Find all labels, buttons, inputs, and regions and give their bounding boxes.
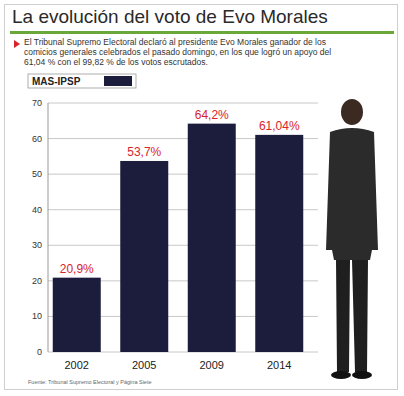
person-head [341,99,363,125]
person-shoe [352,371,372,379]
title-rule [10,31,394,34]
x-tick-label: 2005 [132,359,156,371]
y-tick-label: 70 [32,98,42,108]
y-tick-label: 30 [32,240,42,250]
y-tick-label: 50 [32,169,42,179]
legend-swatch [104,76,132,86]
x-tick-label: 2002 [65,359,89,371]
y-tick-label: 10 [32,311,42,321]
bars [53,124,304,352]
bar [53,278,101,352]
legend-label: MAS-IPSP [32,76,81,87]
x-tick-label: 2009 [200,359,224,371]
x-tick-label: 2014 [267,359,291,371]
grid-line [48,103,318,104]
data-label: 53,7% [127,145,161,159]
bullet [14,40,20,48]
data-label: 61,04% [259,119,300,133]
y-tick-label: 0 [37,347,42,357]
bar [188,124,236,352]
person-legs [336,260,368,372]
data-label: 20,9% [60,262,94,276]
person-shoe [331,371,351,379]
chart: 0 10 20 30 40 50 60 70 MAS-IPSP 20,9% 2002 53,7% 200… [0,0,404,396]
y-tick-label: 20 [32,276,42,286]
title: La evolución del voto de Evo Morales [12,6,328,28]
source: Fuente: Tribunal Supremo Electoral y Pág… [28,379,152,385]
y-tick-label: 40 [32,205,42,215]
y-tick-label: 60 [32,134,42,144]
legend-box [28,74,136,88]
bar [255,135,303,352]
y-axis [48,103,49,352]
person [326,99,378,379]
subtitle: El Tribunal Supremo Electoral declaró al… [24,37,334,67]
person-body [326,128,378,260]
bar [120,161,168,352]
data-label: 64,2% [195,108,229,122]
